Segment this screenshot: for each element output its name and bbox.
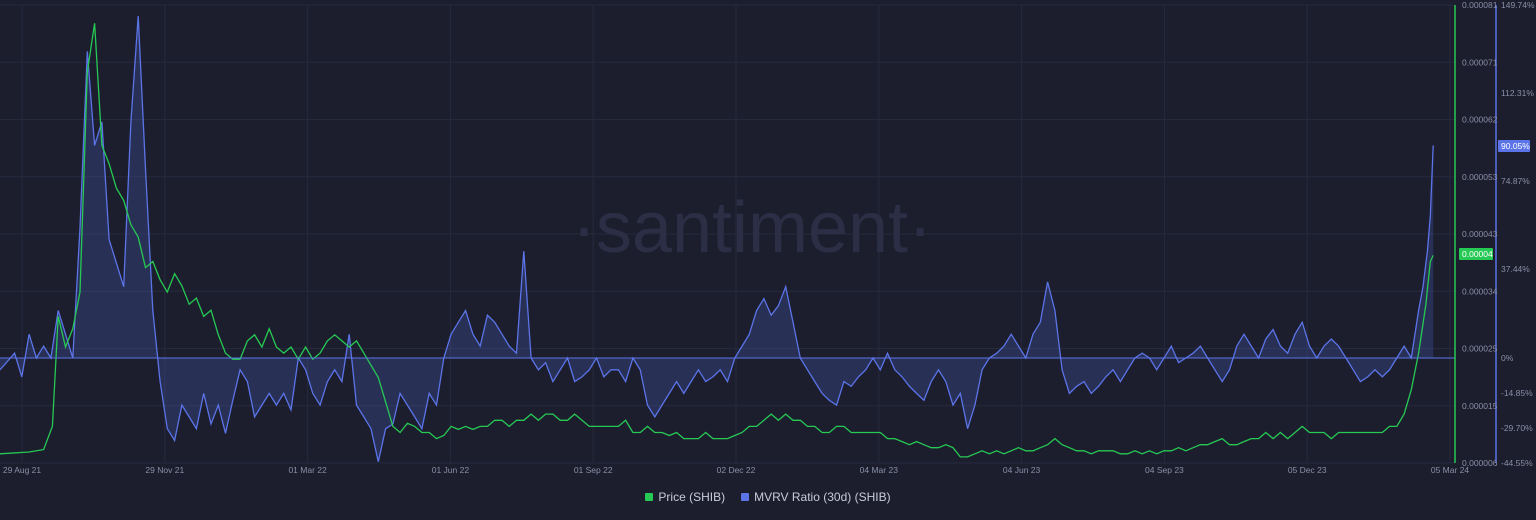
price-current-label: 0.00004 (1462, 249, 1493, 259)
legend-item-price[interactable]: Price (SHIB) (645, 490, 725, 504)
price-series-line[interactable] (0, 23, 1434, 458)
mvrv-current-badge (1498, 140, 1530, 152)
mvrv-tick-label: 37.44% (1501, 264, 1530, 274)
x-tick-label: 05 Dec 23 (1288, 465, 1327, 475)
x-axis-ticks: 29 Aug 21 29 Nov 21 01 Mar 22 01 Jun 22 01 S… (3, 465, 1470, 475)
mvrv-tick-label: 74.87% (1501, 176, 1530, 186)
price-axis-ticks: 0.000081 0.000071 0.000062 0.000053 0.000043… (1462, 0, 1498, 468)
price-tick-label: 0.000071 (1462, 57, 1498, 67)
x-tick-label: 04 Jun 23 (1003, 465, 1041, 475)
legend-label-price: Price (SHIB) (658, 490, 726, 504)
price-tick-label: 0.000034 (1462, 286, 1498, 296)
price-tick-label: 0.000053 (1462, 172, 1498, 182)
price-tick-label: 0.000025 (1462, 344, 1498, 354)
mvrv-tick-label: -29.70% (1501, 423, 1533, 433)
price-tick-label: 0.000062 (1462, 115, 1498, 125)
price-tick-label: 0.000015 (1462, 401, 1498, 411)
x-tick-label: 29 Nov 21 (145, 465, 184, 475)
price-tick-label: 0.000043 (1462, 229, 1498, 239)
mvrv-tick-label: 112.31% (1501, 88, 1534, 98)
x-tick-label: 02 Dec 22 (717, 465, 756, 475)
legend: Price (SHIB) MVRV Ratio (30d) (SHIB) (0, 490, 1536, 504)
current-value-badges: 0.00004 90.05% (1459, 140, 1530, 260)
watermark: ·santiment· (572, 188, 932, 268)
legend-label-mvrv: MVRV Ratio (30d) (SHIB) (754, 490, 891, 504)
price-swatch-icon (645, 493, 654, 501)
mvrv-axis-ticks: 149.74% 112.31% 74.87% 37.44% 0% -14.85% -29.7… (1501, 0, 1535, 468)
price-tick-label: 0.000081 (1462, 0, 1498, 10)
x-tick-label: 01 Mar 22 (288, 465, 327, 475)
x-tick-label: 04 Sep 23 (1145, 465, 1184, 475)
mvrv-tick-label: -44.55% (1501, 458, 1533, 468)
x-tick-label: 01 Jun 22 (432, 465, 470, 475)
price-tick-label: 0.000006 (1462, 458, 1498, 468)
mvrv-tick-label: 0% (1501, 353, 1514, 363)
legend-item-mvrv[interactable]: MVRV Ratio (30d) (SHIB) (741, 490, 891, 504)
x-tick-label: 05 Mar 24 (1431, 465, 1470, 475)
price-current-badge (1459, 248, 1493, 260)
x-tick-label: 29 Aug 21 (3, 465, 42, 475)
x-tick-label: 04 Mar 23 (860, 465, 899, 475)
mvrv-swatch-icon (741, 493, 750, 501)
mvrv-tick-label: -14.85% (1501, 388, 1533, 398)
mvrv-current-label: 90.05% (1501, 141, 1530, 151)
mvrv-tick-label: 149.74% (1501, 0, 1535, 10)
grid (0, 4, 1455, 464)
x-tick-label: 01 Sep 22 (574, 465, 613, 475)
